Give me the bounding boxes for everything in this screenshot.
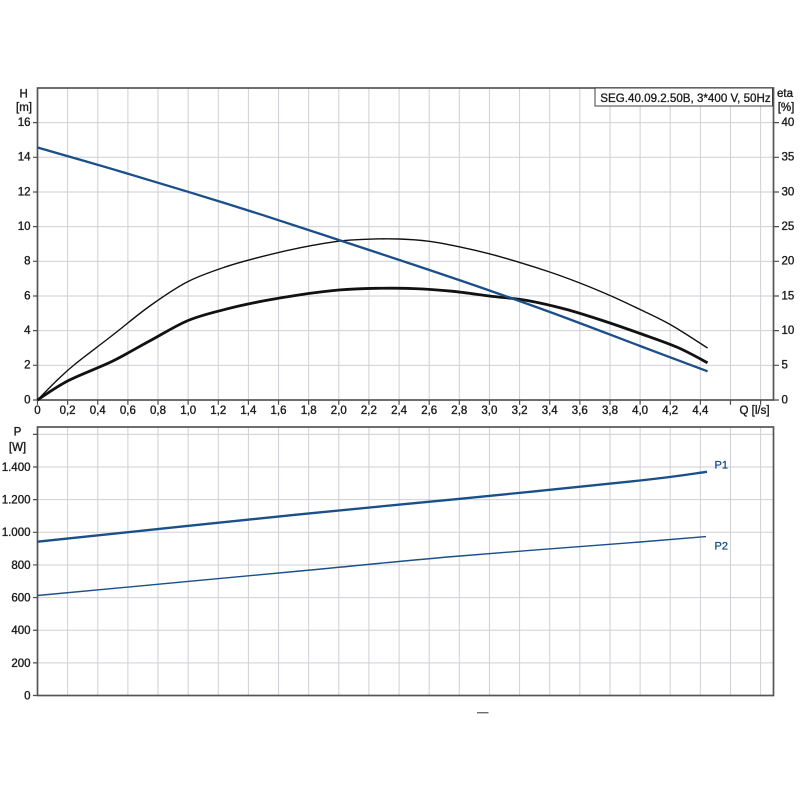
svg-text:0,2: 0,2 bbox=[60, 405, 76, 417]
svg-text:1,8: 1,8 bbox=[301, 405, 317, 417]
svg-text:400: 400 bbox=[11, 625, 30, 637]
svg-text:0: 0 bbox=[34, 405, 40, 417]
svg-text:40: 40 bbox=[782, 117, 795, 129]
svg-text:4,4: 4,4 bbox=[692, 405, 709, 417]
svg-text:4,0: 4,0 bbox=[632, 405, 648, 417]
svg-text:3,8: 3,8 bbox=[602, 405, 618, 417]
svg-text:[%]: [%] bbox=[778, 102, 795, 114]
svg-text:eta: eta bbox=[777, 88, 794, 100]
svg-text:20: 20 bbox=[782, 256, 795, 268]
svg-text:4: 4 bbox=[24, 325, 31, 337]
svg-text:Q [l/s]: Q [l/s] bbox=[739, 405, 769, 417]
svg-text:0: 0 bbox=[24, 690, 30, 702]
svg-text:3,4: 3,4 bbox=[542, 405, 559, 417]
svg-text:1.000: 1.000 bbox=[2, 527, 31, 539]
svg-text:1,2: 1,2 bbox=[210, 405, 226, 417]
svg-text:1.200: 1.200 bbox=[2, 495, 31, 507]
svg-text:P1: P1 bbox=[715, 460, 728, 472]
svg-text:1,4: 1,4 bbox=[240, 405, 257, 417]
svg-text:[W]: [W] bbox=[9, 442, 26, 454]
svg-text:600: 600 bbox=[11, 593, 30, 605]
svg-text:4,2: 4,2 bbox=[662, 405, 678, 417]
svg-text:P2: P2 bbox=[715, 541, 728, 553]
svg-text:25: 25 bbox=[782, 221, 795, 233]
svg-text:P: P bbox=[14, 427, 22, 439]
svg-text:0,8: 0,8 bbox=[150, 405, 166, 417]
svg-text:2,2: 2,2 bbox=[361, 405, 377, 417]
svg-text:8: 8 bbox=[24, 256, 30, 268]
svg-text:2: 2 bbox=[24, 360, 30, 372]
svg-text:0: 0 bbox=[24, 394, 30, 406]
svg-text:[m]: [m] bbox=[16, 102, 32, 114]
svg-text:10: 10 bbox=[782, 325, 795, 337]
svg-text:1.400: 1.400 bbox=[2, 462, 31, 474]
svg-text:30: 30 bbox=[782, 186, 795, 198]
svg-text:2,4: 2,4 bbox=[391, 405, 408, 417]
svg-text:10: 10 bbox=[18, 221, 31, 233]
svg-text:15: 15 bbox=[782, 290, 795, 302]
svg-text:1,0: 1,0 bbox=[180, 405, 196, 417]
svg-text:14: 14 bbox=[18, 152, 31, 164]
svg-text:3,0: 3,0 bbox=[481, 405, 497, 417]
svg-text:0: 0 bbox=[782, 394, 788, 406]
svg-text:35: 35 bbox=[782, 152, 795, 164]
svg-text:6: 6 bbox=[24, 290, 30, 302]
svg-text:800: 800 bbox=[11, 560, 30, 572]
svg-text:3,2: 3,2 bbox=[512, 405, 528, 417]
svg-text:SEG.40.09.2.50B, 3*400 V, 50Hz: SEG.40.09.2.50B, 3*400 V, 50Hz bbox=[600, 92, 771, 105]
svg-text:16: 16 bbox=[18, 117, 31, 129]
svg-text:0,6: 0,6 bbox=[120, 405, 136, 417]
svg-text:200: 200 bbox=[11, 658, 30, 670]
svg-text:12: 12 bbox=[18, 186, 31, 198]
svg-text:2,0: 2,0 bbox=[331, 405, 347, 417]
svg-text:2,6: 2,6 bbox=[421, 405, 437, 417]
svg-text:0,4: 0,4 bbox=[90, 405, 107, 417]
svg-text:H: H bbox=[20, 89, 28, 101]
svg-text:3,6: 3,6 bbox=[572, 405, 588, 417]
svg-text:2,8: 2,8 bbox=[451, 405, 467, 417]
svg-text:1,6: 1,6 bbox=[271, 405, 287, 417]
svg-text:5: 5 bbox=[782, 360, 788, 372]
